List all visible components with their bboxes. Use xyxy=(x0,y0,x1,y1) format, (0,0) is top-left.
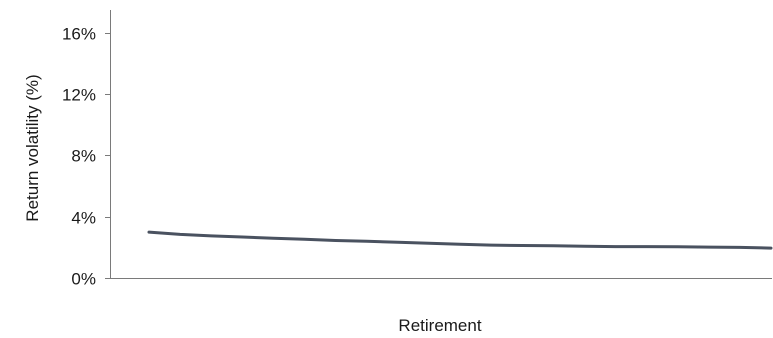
y-tick-label: 12% xyxy=(62,86,96,105)
y-tick-label: 8% xyxy=(71,147,96,166)
series-group xyxy=(147,230,773,250)
y-tick-label: 0% xyxy=(71,270,96,289)
series-line xyxy=(147,230,773,250)
y-tick-label: 4% xyxy=(71,209,96,228)
y-tick-label: 16% xyxy=(62,25,96,44)
y-axis: 0% 4% 8% 12% 16% xyxy=(62,10,111,289)
x-axis-title: Retirement xyxy=(398,316,481,335)
y-axis-title: Return volatility (%) xyxy=(23,74,42,221)
